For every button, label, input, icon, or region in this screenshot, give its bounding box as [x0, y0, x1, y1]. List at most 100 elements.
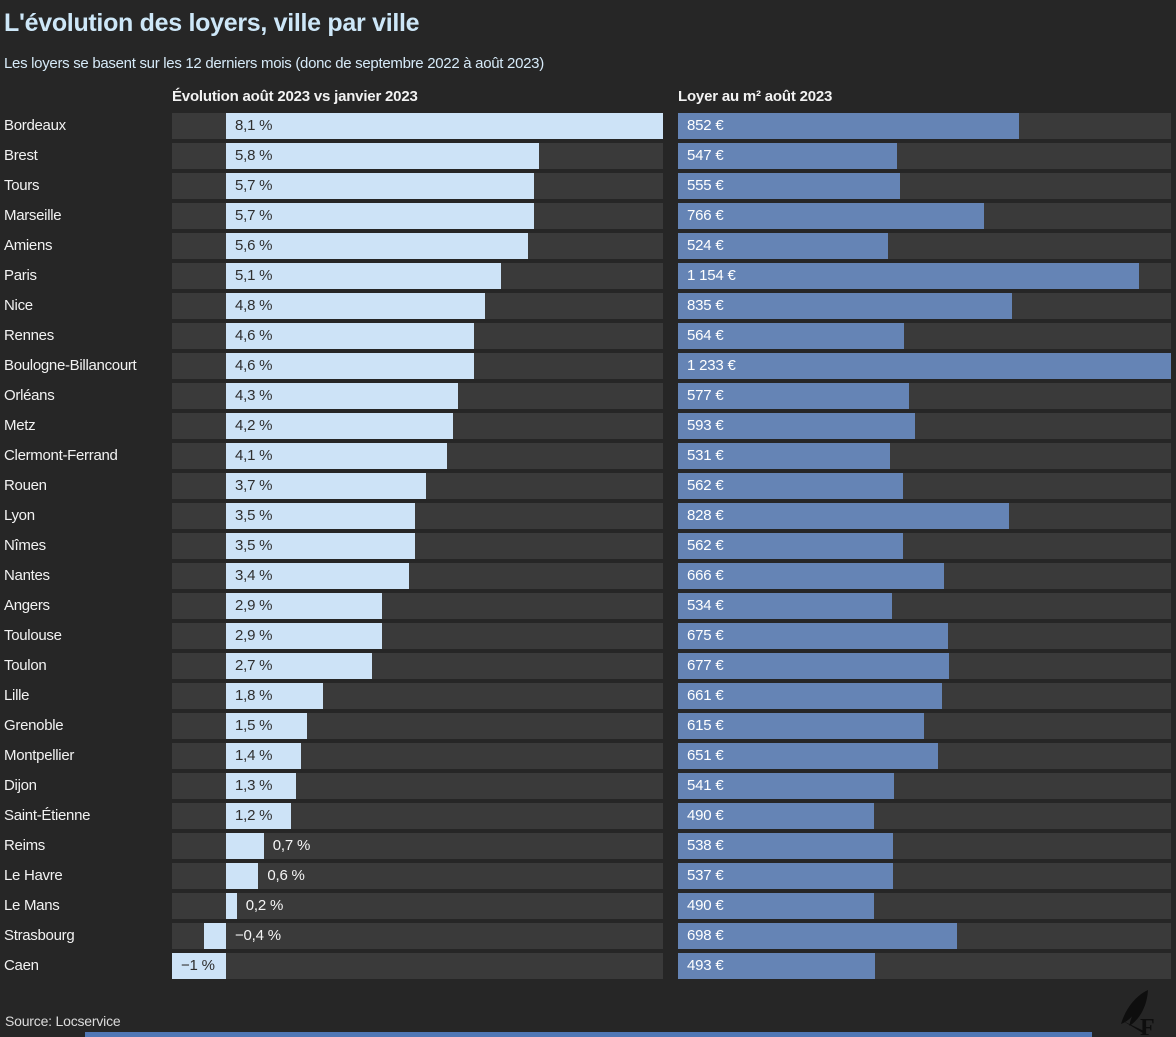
- rent-bar[interactable]: [678, 773, 895, 799]
- chart-row: Saint-Étienne 1,2 % 490 €: [4, 803, 1171, 829]
- evolution-value-label: 5,6 %: [234, 237, 273, 254]
- evolution-bar[interactable]: [172, 953, 226, 979]
- evolution-bar[interactable]: [225, 593, 383, 619]
- evolution-value-label: 0,7 %: [272, 837, 311, 854]
- rent-bar[interactable]: [678, 233, 888, 259]
- evolution-bar[interactable]: [225, 353, 475, 379]
- rent-bar[interactable]: [678, 683, 943, 709]
- evolution-bar[interactable]: [225, 743, 302, 769]
- rent-bar[interactable]: [678, 533, 903, 559]
- evolution-bar[interactable]: [225, 323, 475, 349]
- evolution-bar-track: 1,3 %: [172, 773, 663, 799]
- rent-bar[interactable]: [678, 743, 939, 769]
- rent-bar[interactable]: [678, 413, 916, 439]
- evolution-bar[interactable]: [225, 413, 453, 439]
- rent-bar[interactable]: [678, 833, 894, 859]
- rent-bar[interactable]: [678, 623, 948, 649]
- rent-bar[interactable]: [678, 593, 892, 619]
- evolution-bar[interactable]: [225, 533, 415, 559]
- rent-value-label: 666 €: [687, 567, 724, 584]
- rent-value-label: 698 €: [687, 927, 724, 944]
- rent-bar[interactable]: [678, 503, 1010, 529]
- rent-bar-track: 538 €: [678, 833, 1171, 859]
- evolution-value-label: 4,2 %: [234, 417, 273, 434]
- evolution-bar[interactable]: [225, 263, 502, 289]
- evolution-bar[interactable]: [225, 773, 297, 799]
- chart-row: Nice 4,8 % 835 €: [4, 293, 1171, 319]
- rent-value-label: 564 €: [687, 327, 724, 344]
- evolution-bar[interactable]: [225, 383, 458, 409]
- evolution-bar[interactable]: [225, 143, 539, 169]
- evolution-bar-track: 1,8 %: [172, 683, 663, 709]
- city-label: Grenoble: [4, 717, 64, 734]
- evolution-bar[interactable]: [225, 563, 410, 589]
- rent-bar-track: 1 154 €: [678, 263, 1171, 289]
- evolution-bar[interactable]: [204, 923, 226, 949]
- evolution-bar[interactable]: [225, 473, 426, 499]
- evolution-value-label: 5,8 %: [234, 147, 273, 164]
- evolution-bar-track: 3,4 %: [172, 563, 663, 589]
- city-label: Metz: [4, 417, 36, 434]
- evolution-value-label: 8,1 %: [234, 117, 273, 134]
- evolution-bar-track: 1,2 %: [172, 803, 663, 829]
- evolution-bar[interactable]: [225, 713, 307, 739]
- evolution-bar[interactable]: [225, 803, 291, 829]
- evolution-bar[interactable]: [225, 833, 264, 859]
- rent-bar[interactable]: [678, 113, 1019, 139]
- rent-bar[interactable]: [678, 323, 904, 349]
- evolution-value-label: −1 %: [181, 957, 215, 974]
- rent-bar-track: 564 €: [678, 323, 1171, 349]
- rent-bar[interactable]: [678, 443, 891, 469]
- city-label: Orléans: [4, 387, 55, 404]
- chart-row: Paris 5,1 % 1 154 €: [4, 263, 1171, 289]
- evolution-bar[interactable]: [225, 203, 534, 229]
- chart-row: Strasbourg −0,4 % 698 €: [4, 923, 1171, 949]
- city-label: Saint-Étienne: [4, 807, 91, 824]
- rent-bar[interactable]: [678, 653, 949, 679]
- evolution-bar[interactable]: [225, 503, 415, 529]
- rent-bar[interactable]: [678, 263, 1140, 289]
- rent-bar-track: 537 €: [678, 863, 1171, 889]
- rent-bar[interactable]: [678, 143, 897, 169]
- rent-bar[interactable]: [678, 803, 874, 829]
- rent-bar[interactable]: [678, 893, 874, 919]
- rent-bar[interactable]: [678, 353, 1171, 379]
- rent-value-label: 493 €: [687, 957, 724, 974]
- rent-bar[interactable]: [678, 173, 900, 199]
- rent-value-label: 537 €: [687, 867, 724, 884]
- rent-value-label: 615 €: [687, 717, 724, 734]
- evolution-bar[interactable]: [225, 863, 259, 889]
- evolution-bar[interactable]: [225, 893, 237, 919]
- rent-bar[interactable]: [678, 863, 893, 889]
- evolution-bar[interactable]: [225, 293, 485, 319]
- evolution-bar-track: 5,7 %: [172, 173, 663, 199]
- rent-bar[interactable]: [678, 713, 924, 739]
- evolution-bar[interactable]: [225, 653, 372, 679]
- city-label: Le Mans: [4, 897, 60, 914]
- evolution-bar[interactable]: [225, 173, 534, 199]
- evolution-value-label: 1,8 %: [234, 687, 273, 704]
- city-label: Clermont-Ferrand: [4, 447, 118, 464]
- rent-bar[interactable]: [678, 293, 1012, 319]
- rent-bar[interactable]: [678, 383, 909, 409]
- rent-bar[interactable]: [678, 923, 958, 949]
- rent-bar[interactable]: [678, 473, 903, 499]
- chart-row: Marseille 5,7 % 766 €: [4, 203, 1171, 229]
- evolution-bar[interactable]: [225, 683, 324, 709]
- rent-bar-track: 490 €: [678, 893, 1171, 919]
- evolution-bar-track: 5,7 %: [172, 203, 663, 229]
- evolution-value-label: 4,8 %: [234, 297, 273, 314]
- rent-bar[interactable]: [678, 203, 985, 229]
- evolution-column-header: Évolution août 2023 vs janvier 2023: [172, 87, 418, 105]
- evolution-bar[interactable]: [225, 443, 448, 469]
- evolution-bar[interactable]: [225, 113, 663, 139]
- chart-row: Le Havre 0,6 % 537 €: [4, 863, 1171, 889]
- evolution-bar-track: −0,4 %: [172, 923, 663, 949]
- rent-bar[interactable]: [678, 953, 876, 979]
- chart-rows: Bordeaux 8,1 % 852 € Brest 5,8 % 547 € Tours 5,…: [4, 113, 1171, 979]
- city-label: Rouen: [4, 477, 47, 494]
- rent-bar[interactable]: [678, 563, 945, 589]
- evolution-bar[interactable]: [225, 623, 383, 649]
- evolution-bar[interactable]: [225, 233, 529, 259]
- evolution-value-label: 1,2 %: [234, 807, 273, 824]
